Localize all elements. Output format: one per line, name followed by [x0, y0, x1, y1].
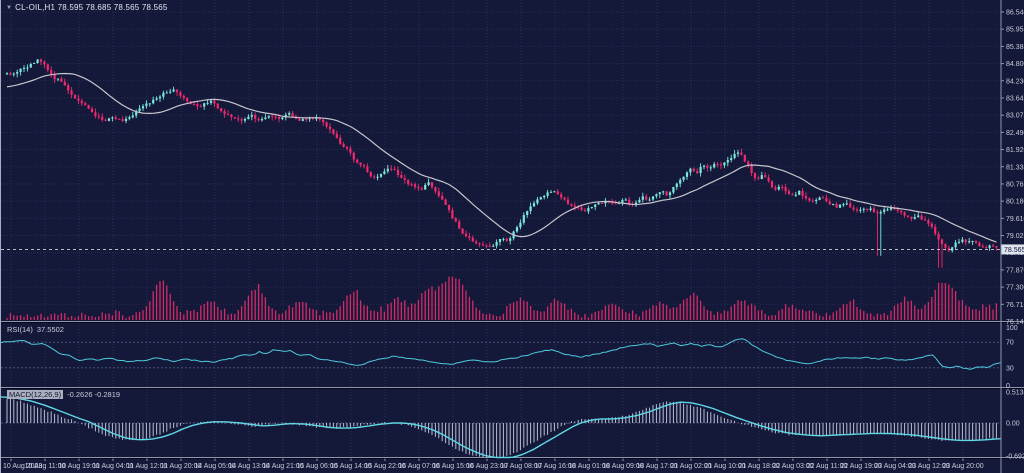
svg-text:84.230: 84.230 [1006, 78, 1024, 85]
svg-text:17 Aug 08:00: 17 Aug 08:00 [500, 463, 541, 470]
svg-text:79.610: 79.610 [1006, 216, 1024, 223]
svg-text:70: 70 [1006, 340, 1014, 347]
svg-text:23 Aug 12:00: 23 Aug 12:00 [908, 463, 949, 470]
svg-text:85.955: 85.955 [1006, 27, 1024, 34]
svg-text:17 Aug 16:00: 17 Aug 16:00 [534, 463, 575, 470]
moving-average-line [6, 72, 997, 243]
price-axis[interactable]: 86.540 85.955 85.385 84.800 84.230 83.645 83.0… [1000, 0, 1024, 473]
svg-text:18 Aug 01:00: 18 Aug 01:00 [568, 463, 609, 470]
rsi-line [1, 338, 1001, 370]
svg-text:0: 0 [1006, 383, 1010, 390]
svg-text:30: 30 [1006, 365, 1014, 372]
volume-layer [6, 276, 998, 320]
svg-text:18 Aug 09:00: 18 Aug 09:00 [602, 463, 643, 470]
svg-text:11 Aug 20:00: 11 Aug 20:00 [161, 463, 202, 470]
svg-text:78.565: 78.565 [1004, 247, 1024, 254]
svg-text:76.715: 76.715 [1006, 302, 1024, 309]
svg-text:80.765: 80.765 [1006, 181, 1024, 188]
svg-text:11 Aug 04:00: 11 Aug 04:00 [93, 463, 134, 470]
svg-text:79.025: 79.025 [1006, 233, 1024, 240]
svg-text:21 Aug 18:00: 21 Aug 18:00 [738, 463, 779, 470]
svg-text:0.5135: 0.5135 [1006, 390, 1024, 397]
svg-text:80.180: 80.180 [1006, 199, 1024, 206]
svg-text:14 Aug 13:00: 14 Aug 13:00 [228, 463, 269, 470]
svg-text:21 Aug 02:00: 21 Aug 02:00 [670, 463, 711, 470]
svg-text:86.540: 86.540 [1006, 10, 1024, 17]
svg-text:81.335: 81.335 [1006, 164, 1024, 171]
svg-text:10 Aug 19:00: 10 Aug 19:00 [58, 463, 99, 470]
svg-text:22 Aug 19:00: 22 Aug 19:00 [840, 463, 881, 470]
svg-text:85.385: 85.385 [1006, 44, 1024, 51]
current-price-badge: 78.565 [1001, 244, 1024, 255]
svg-text:10 Aug 11:00: 10 Aug 11:00 [25, 463, 66, 470]
svg-text:14 Aug 05:00: 14 Aug 05:00 [194, 463, 235, 470]
svg-text:16 Aug 23:00: 16 Aug 23:00 [466, 463, 507, 470]
svg-text:83.075: 83.075 [1006, 113, 1024, 120]
svg-text:-0.6928: -0.6928 [1006, 454, 1024, 461]
svg-text:76.145: 76.145 [1006, 319, 1024, 326]
candles-layer [5, 58, 998, 268]
svg-text:15 Aug 14:00: 15 Aug 14:00 [330, 463, 371, 470]
svg-text:15 Aug 22:00: 15 Aug 22:00 [364, 463, 405, 470]
svg-text:16 Aug 15:00: 16 Aug 15:00 [432, 463, 473, 470]
svg-text:16 Aug 07:00: 16 Aug 07:00 [398, 463, 439, 470]
svg-text:81.920: 81.920 [1006, 147, 1024, 154]
svg-text:0.00: 0.00 [1006, 421, 1020, 428]
macd-histogram [6, 398, 997, 458]
grid-layer [1, 0, 1001, 457]
svg-text:100: 100 [1006, 325, 1018, 332]
macd-signal-line [1, 396, 1002, 459]
svg-text:77.870: 77.870 [1006, 267, 1024, 274]
svg-text:21 Aug 10:00: 21 Aug 10:00 [704, 463, 745, 470]
svg-text:10 Aug 2023: 10 Aug 2023 [3, 463, 42, 470]
svg-text:23 Aug 20:00: 23 Aug 20:00 [942, 463, 983, 470]
svg-text:14 Aug 21:00: 14 Aug 21:00 [262, 463, 303, 470]
svg-text:82.490: 82.490 [1006, 130, 1024, 137]
svg-text:22 Aug 11:00: 22 Aug 11:00 [807, 463, 848, 470]
svg-text:83.645: 83.645 [1006, 95, 1024, 102]
svg-text:15 Aug 06:00: 15 Aug 06:00 [296, 463, 337, 470]
svg-text:22 Aug 03:00: 22 Aug 03:00 [772, 463, 813, 470]
svg-text:11 Aug 12:00: 11 Aug 12:00 [127, 463, 168, 470]
svg-text:18 Aug 17:00: 18 Aug 17:00 [636, 463, 677, 470]
svg-text:23 Aug 04:00: 23 Aug 04:00 [874, 463, 915, 470]
svg-text:77.300: 77.300 [1006, 285, 1024, 292]
svg-text:84.800: 84.800 [1006, 61, 1024, 68]
